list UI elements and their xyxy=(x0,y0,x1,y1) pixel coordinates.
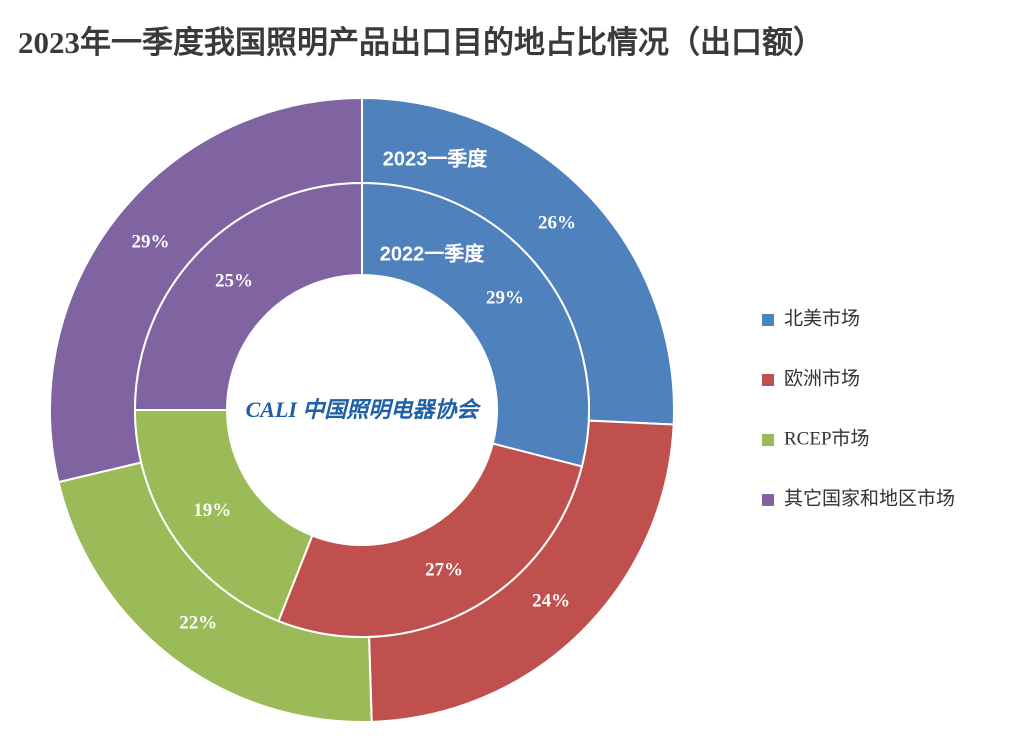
legend-label: 欧洲市场 xyxy=(784,367,860,389)
data-label: 26% xyxy=(538,212,576,233)
data-label: 29% xyxy=(132,231,170,252)
ring-label: 2022一季度 xyxy=(380,241,485,265)
donut-segment xyxy=(277,442,584,638)
legend-swatch xyxy=(762,434,774,446)
legend-label: RCEP市场 xyxy=(784,427,870,449)
legend-swatch xyxy=(762,494,774,506)
donut-segment xyxy=(133,181,363,411)
ring-label: 2023一季度 xyxy=(383,146,488,170)
donut-segment xyxy=(133,409,314,623)
chart-title: 2023年一季度我国照明产品出口目的地占比情况（出口额） xyxy=(18,25,824,60)
donut-segment xyxy=(361,181,590,468)
data-label: 22% xyxy=(179,612,217,633)
data-label: 19% xyxy=(193,500,231,521)
legend-swatch xyxy=(762,314,774,326)
data-label: 29% xyxy=(486,287,524,308)
legend-label: 北美市场 xyxy=(784,307,860,329)
logo: CALI 中国照明电器协会 xyxy=(246,397,482,422)
data-label: 25% xyxy=(215,270,253,291)
legend-label: 其它国家和地区市场 xyxy=(784,487,955,509)
legend-swatch xyxy=(762,374,774,386)
data-label: 27% xyxy=(425,560,463,581)
data-label: 24% xyxy=(532,590,570,611)
